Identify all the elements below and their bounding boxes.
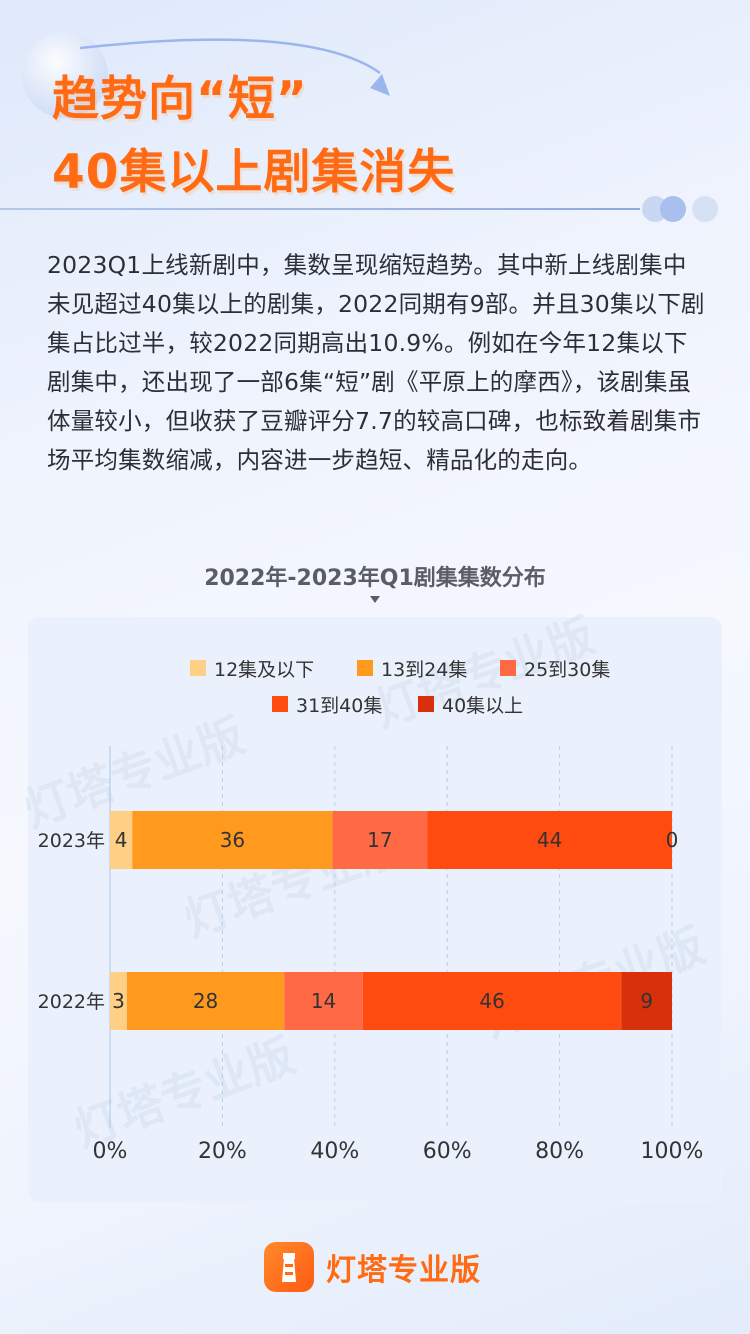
x-tick-label: 80%	[535, 1139, 584, 1164]
legend-label: 25到30集	[524, 658, 611, 681]
bar-segment	[110, 972, 127, 1030]
data-label: 4	[115, 828, 128, 852]
x-tick-label: 40%	[310, 1139, 359, 1164]
data-label: 36	[220, 828, 245, 852]
y-category-label: 2023年	[38, 830, 105, 852]
legend-label: 13到24集	[381, 658, 468, 681]
legend-item: 13到24集	[357, 656, 468, 681]
legend-swatch	[357, 660, 373, 676]
intro-paragraph: 2023Q1上线新剧中，集数呈现缩短趋势。其中新上线剧集中未见超过40集以上的剧…	[47, 251, 705, 474]
legend-label: 12集及以下	[214, 658, 315, 681]
bar-segment	[284, 972, 363, 1030]
bar-segment	[621, 972, 672, 1030]
data-label: 17	[367, 828, 392, 852]
bar-segment	[132, 811, 333, 869]
data-label: 44	[537, 828, 562, 852]
decorative-dots	[642, 196, 732, 222]
lighthouse-icon	[264, 1242, 314, 1292]
legend-label: 31到40集	[296, 694, 383, 717]
bar-segment	[332, 811, 428, 869]
x-tick-label: 60%	[423, 1139, 472, 1164]
legend-swatch	[190, 660, 206, 676]
data-label: 28	[193, 989, 218, 1013]
legend-item: 31到40集	[272, 692, 383, 717]
bar-segment	[110, 811, 133, 869]
bar-segment	[126, 972, 285, 1030]
data-label: 46	[479, 989, 504, 1013]
brand-name: 灯塔专业版	[326, 1253, 481, 1288]
chart-panel: 灯塔专业版 灯塔专业版 灯塔专业版 灯塔专业版 灯塔专业版	[17, 608, 722, 1202]
brand-logo: 灯塔专业版	[264, 1242, 481, 1292]
legend-item: 40集以上	[418, 692, 524, 717]
page-title-line-2: 40集以上剧集消失	[52, 145, 456, 200]
caret-down-icon	[370, 596, 380, 603]
header-divider	[0, 208, 640, 210]
x-tick-label: 100%	[641, 1139, 704, 1164]
legend-swatch	[500, 660, 516, 676]
x-tick-label: 20%	[198, 1139, 247, 1164]
data-label: 0	[666, 828, 679, 852]
legend-item: 12集及以下	[190, 656, 315, 681]
legend-swatch	[272, 696, 288, 712]
data-label: 3	[112, 989, 125, 1013]
decorative-arrow	[79, 38, 390, 96]
legend-swatch	[418, 696, 434, 712]
chart-title: 2022年-2023年Q1剧集集数分布	[204, 566, 546, 591]
legend-label: 40集以上	[442, 694, 524, 717]
legend-item: 25到30集	[500, 656, 611, 681]
y-category-label: 2022年	[38, 991, 105, 1013]
data-label: 14	[311, 989, 336, 1013]
data-label: 9	[640, 989, 653, 1013]
x-tick-label: 0%	[93, 1139, 128, 1164]
bar-segment	[362, 972, 622, 1030]
page-title-line-1: 趋势向“短”	[52, 72, 308, 127]
bar-segment	[427, 811, 672, 869]
